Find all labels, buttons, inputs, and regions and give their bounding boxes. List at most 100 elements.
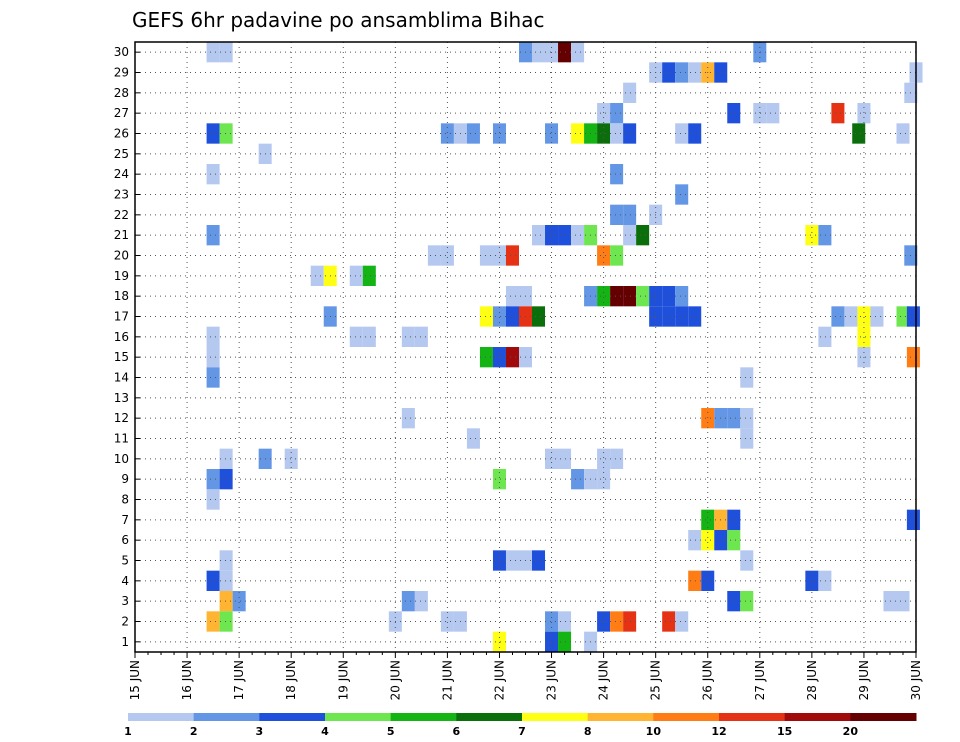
y-tick-label: 26 — [114, 127, 129, 141]
heatmap-cell — [401, 408, 415, 429]
heatmap-cell — [558, 225, 572, 246]
heatmap-cells — [206, 42, 923, 652]
x-axis: 15 JUN 16 JUN 17 JUN 18 JUN 19 JUN 20 JUN 21 J… — [128, 652, 923, 700]
heatmap-cell — [401, 326, 415, 347]
y-tick-label: 23 — [114, 188, 129, 202]
colorbar-label: 20 — [843, 725, 859, 738]
heatmap-cell — [532, 550, 546, 571]
heatmap-cell — [906, 306, 920, 327]
heatmap-cell — [492, 306, 506, 327]
heatmap-cell — [623, 225, 637, 246]
heatmap-cell — [571, 225, 585, 246]
heatmap-cell — [727, 103, 741, 124]
heatmap-cell — [688, 306, 702, 327]
heatmap-cell — [219, 469, 233, 490]
heatmap-cell — [219, 591, 233, 612]
y-tick-label: 25 — [114, 147, 129, 161]
y-tick-label: 21 — [114, 228, 129, 242]
heatmap-cell — [558, 448, 572, 469]
heatmap-cell — [492, 469, 506, 490]
heatmap-cell — [492, 245, 506, 266]
colorbar-swatch — [522, 713, 589, 721]
heatmap-cell — [906, 347, 920, 368]
heatmap-cell — [831, 306, 845, 327]
heatmap-cell — [597, 469, 611, 490]
heatmap-cell — [662, 611, 676, 632]
heatmap-cell — [610, 164, 624, 185]
heatmap-cell — [623, 82, 637, 103]
grid-lines — [135, 42, 916, 652]
heatmap-cell — [532, 306, 546, 327]
heatmap-cell — [349, 326, 363, 347]
colorbar-label: 8 — [584, 725, 592, 738]
heatmap-cell — [701, 408, 715, 429]
heatmap-cell — [440, 123, 454, 144]
heatmap-cell — [857, 306, 871, 327]
colorbar-swatch — [850, 713, 917, 721]
heatmap-cell — [414, 591, 428, 612]
heatmap-cell — [558, 42, 572, 63]
heatmap-cell — [662, 286, 676, 307]
y-tick-label: 10 — [114, 452, 129, 466]
heatmap-cell — [206, 347, 220, 368]
chart-title: GEFS 6hr padavine po ansamblima Bihac — [132, 8, 544, 32]
heatmap-cell — [675, 286, 689, 307]
heatmap-cell — [571, 469, 585, 490]
heatmap-cell — [740, 408, 754, 429]
x-tick-label: 20 JUN — [388, 660, 402, 700]
heatmap-cell — [610, 448, 624, 469]
heatmap-cell — [636, 225, 650, 246]
heatmap-cell — [805, 570, 819, 591]
heatmap-cell — [362, 326, 376, 347]
heatmap-cell — [401, 591, 415, 612]
heatmap-cell — [675, 184, 689, 205]
heatmap-cell — [727, 591, 741, 612]
heatmap-cell — [414, 326, 428, 347]
heatmap-cell — [906, 509, 920, 530]
x-tick-label: 17 JUN — [232, 660, 246, 700]
colorbar-swatch — [456, 713, 523, 721]
heatmap-cell — [505, 245, 519, 266]
colorbar-label: 7 — [518, 725, 526, 738]
heatmap-cell — [571, 123, 585, 144]
heatmap-cell — [440, 245, 454, 266]
x-tick-label: 26 JUN — [701, 660, 715, 700]
heatmap-cell — [597, 448, 611, 469]
heatmap-cell — [740, 591, 754, 612]
y-tick-label: 2 — [121, 615, 129, 629]
heatmap-cell — [219, 550, 233, 571]
colorbar-swatch — [784, 713, 851, 721]
heatmap-cell — [532, 225, 546, 246]
y-tick-label: 20 — [114, 249, 129, 263]
heatmap-cell — [701, 509, 715, 530]
y-tick-label: 24 — [114, 167, 129, 181]
heatmap-cell — [545, 631, 559, 652]
heatmap-cell — [610, 611, 624, 632]
heatmap-cell — [883, 591, 897, 612]
heatmap-cell — [852, 123, 866, 144]
colorbar-label: 1 — [124, 725, 132, 738]
y-tick-label: 15 — [114, 350, 129, 364]
heatmap-cell — [896, 123, 910, 144]
heatmap-cell — [284, 448, 298, 469]
x-tick-label: 22 JUN — [492, 660, 506, 700]
y-tick-label: 9 — [121, 472, 129, 486]
heatmap-cell — [219, 448, 233, 469]
heatmap-cell — [492, 631, 506, 652]
x-tick-label: 19 JUN — [336, 660, 350, 700]
colorbar-swatch — [719, 713, 786, 721]
heatmap-cell — [610, 123, 624, 144]
heatmap-cell — [701, 570, 715, 591]
heatmap-cell — [675, 123, 689, 144]
heatmap-cell — [479, 306, 493, 327]
x-tick-label: 21 JUN — [440, 660, 454, 700]
heatmap-cell — [623, 123, 637, 144]
colorbar-label: 2 — [190, 725, 198, 738]
heatmap-cell — [623, 611, 637, 632]
y-tick-label: 19 — [114, 269, 129, 283]
heatmap-cell — [766, 103, 780, 124]
heatmap-cell — [479, 245, 493, 266]
y-tick-label: 3 — [121, 594, 129, 608]
heatmap-cell — [740, 428, 754, 449]
